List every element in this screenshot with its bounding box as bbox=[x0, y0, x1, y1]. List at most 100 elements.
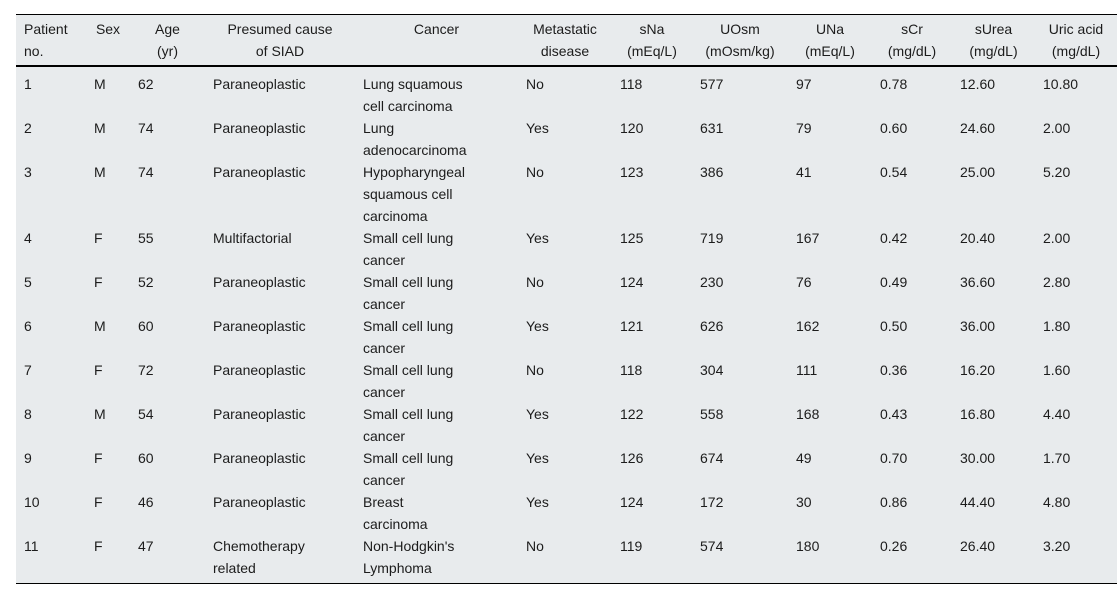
table-cell: 30 bbox=[796, 494, 812, 510]
table-cell: Chemotherapy related bbox=[213, 538, 305, 576]
table-cell: M bbox=[94, 76, 106, 92]
table-cell: 97 bbox=[796, 76, 812, 92]
table-cell: 1.60 bbox=[1043, 362, 1071, 378]
table-cell: Yes bbox=[526, 450, 549, 466]
table-row: 7 F 72 Paraneoplastic Small cell lung cancer… bbox=[16, 359, 1117, 403]
table-cell: Lung adenocarcinoma bbox=[363, 120, 467, 158]
table-cell: 124 bbox=[620, 494, 644, 510]
table-cell: 6 bbox=[24, 318, 32, 334]
table-cell: 0.60 bbox=[880, 120, 908, 136]
table-cell: 60 bbox=[138, 318, 154, 334]
table-cell: 631 bbox=[700, 120, 724, 136]
table-cell: 2.80 bbox=[1043, 274, 1071, 290]
table-cell: Paraneoplastic bbox=[213, 450, 306, 466]
table-cell: 20.40 bbox=[960, 230, 996, 246]
table-cell: 122 bbox=[620, 406, 644, 422]
column-header: sUrea (mg/dL) bbox=[952, 15, 1035, 67]
table-cell: Paraneoplastic bbox=[213, 362, 306, 378]
column-header: Patient no. bbox=[16, 15, 86, 67]
table-row: 11 F 47 Chemotherapy related Non-Hodgkin's L… bbox=[16, 535, 1117, 583]
table-cell: 577 bbox=[700, 76, 724, 92]
table-cell: 79 bbox=[796, 120, 812, 136]
table-cell: No bbox=[526, 362, 544, 378]
table-cell: 0.26 bbox=[880, 538, 908, 554]
table-cell: Non-Hodgkin's Lymphoma bbox=[363, 538, 455, 576]
table-row: 8 M 54 Paraneoplastic Small cell lung cancer… bbox=[16, 403, 1117, 447]
column-header: sCr (mg/dL) bbox=[872, 15, 952, 67]
table-cell: M bbox=[94, 120, 106, 136]
table-cell: 674 bbox=[700, 450, 724, 466]
table-cell: 0.78 bbox=[880, 76, 908, 92]
table-cell: 16.80 bbox=[960, 406, 996, 422]
table-cell: 0.54 bbox=[880, 164, 908, 180]
table-cell: M bbox=[94, 164, 106, 180]
table-cell: Yes bbox=[526, 230, 549, 246]
table-cell: Yes bbox=[526, 318, 549, 334]
table-cell: 125 bbox=[620, 230, 644, 246]
column-header: Metastatic disease bbox=[518, 15, 612, 67]
table-cell: F bbox=[94, 362, 103, 378]
table-cell: 1.70 bbox=[1043, 450, 1071, 466]
table-cell: 126 bbox=[620, 450, 644, 466]
table-cell: 74 bbox=[138, 120, 154, 136]
table-cell: M bbox=[94, 406, 106, 422]
table-cell: 386 bbox=[700, 164, 724, 180]
table-cell: 52 bbox=[138, 274, 154, 290]
column-header: sNa (mEq/L) bbox=[612, 15, 692, 67]
table-cell: Paraneoplastic bbox=[213, 274, 306, 290]
table-row: 10 F 46 Paraneoplastic Breast carcinoma Yes 12… bbox=[16, 491, 1117, 535]
table-cell: 10 bbox=[24, 494, 40, 510]
table-cell: Paraneoplastic bbox=[213, 318, 306, 334]
table-cell: No bbox=[526, 164, 544, 180]
table-cell: 5.20 bbox=[1043, 164, 1071, 180]
table-row: 5 F 52 Paraneoplastic Small cell lung cancer… bbox=[16, 271, 1117, 315]
table-cell: 2.00 bbox=[1043, 120, 1071, 136]
table-cell: 162 bbox=[796, 318, 820, 334]
table-cell: Paraneoplastic bbox=[213, 120, 306, 136]
table-body: 1 M 62 Paraneoplastic Lung squamous cell car… bbox=[16, 66, 1117, 583]
table-cell: 9 bbox=[24, 450, 32, 466]
table-cell: 54 bbox=[138, 406, 154, 422]
table-cell: Breast carcinoma bbox=[363, 494, 428, 532]
patient-characteristics-table-wrap: Patient no. Sex Age (yr) Presumed cause of … bbox=[16, 14, 1117, 584]
column-header: Cancer bbox=[355, 15, 518, 67]
table-cell: Small cell lung cancer bbox=[363, 406, 454, 444]
table-cell: Paraneoplastic bbox=[213, 164, 306, 180]
table-cell: 3 bbox=[24, 164, 32, 180]
column-header: Presumed cause of SIAD bbox=[205, 15, 355, 67]
table-cell: 24.60 bbox=[960, 120, 996, 136]
table-cell: Paraneoplastic bbox=[213, 494, 306, 510]
table-cell: 0.49 bbox=[880, 274, 908, 290]
table-cell: 72 bbox=[138, 362, 154, 378]
table-cell: 2 bbox=[24, 120, 32, 136]
table-cell: Small cell lung cancer bbox=[363, 318, 454, 356]
table-cell: 60 bbox=[138, 450, 154, 466]
table-cell: 76 bbox=[796, 274, 812, 290]
table-cell: 0.43 bbox=[880, 406, 908, 422]
table-cell: 55 bbox=[138, 230, 154, 246]
table-cell: 44.40 bbox=[960, 494, 996, 510]
table-header: Patient no. Sex Age (yr) Presumed cause of … bbox=[16, 15, 1117, 67]
table-cell: 4.80 bbox=[1043, 494, 1071, 510]
table-cell: 30.00 bbox=[960, 450, 996, 466]
table-cell: Yes bbox=[526, 494, 549, 510]
table-cell: Small cell lung cancer bbox=[363, 362, 454, 400]
table-cell: Multifactorial bbox=[213, 230, 292, 246]
table-cell: 3.20 bbox=[1043, 538, 1071, 554]
table-cell: 120 bbox=[620, 120, 644, 136]
table-cell: 74 bbox=[138, 164, 154, 180]
table-cell: 5 bbox=[24, 274, 32, 290]
table-cell: 121 bbox=[620, 318, 644, 334]
table-row: 1 M 62 Paraneoplastic Lung squamous cell car… bbox=[16, 66, 1117, 117]
table-cell: Small cell lung cancer bbox=[363, 450, 454, 488]
table-cell: 2.00 bbox=[1043, 230, 1071, 246]
table-cell: Paraneoplastic bbox=[213, 406, 306, 422]
table-cell: 1.80 bbox=[1043, 318, 1071, 334]
table-cell: 180 bbox=[796, 538, 820, 554]
patient-characteristics-table: Patient no. Sex Age (yr) Presumed cause of … bbox=[16, 15, 1117, 583]
table-cell: Hypopharyngeal squamous cell carcinoma bbox=[363, 164, 465, 224]
table-cell: No bbox=[526, 76, 544, 92]
table-row: 3 M 74 Paraneoplastic Hypopharyngeal squamou… bbox=[16, 161, 1117, 227]
table-cell: 7 bbox=[24, 362, 32, 378]
table-cell: 41 bbox=[796, 164, 812, 180]
